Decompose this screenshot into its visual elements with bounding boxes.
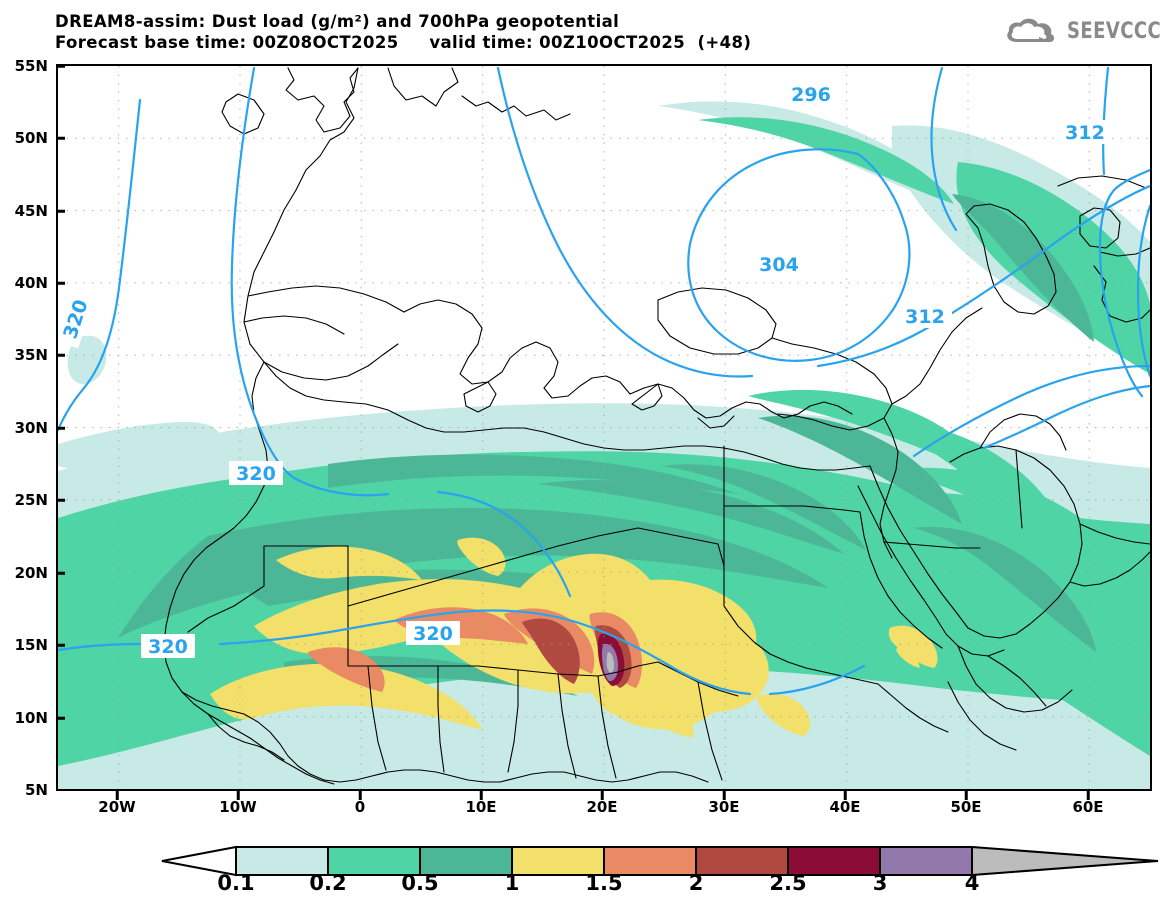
x-tick-label: 30E <box>708 798 740 816</box>
x-tick-label: 10E <box>465 798 497 816</box>
y-tick-mark <box>56 716 65 720</box>
logo-text: SEEVCCC <box>1067 19 1162 44</box>
x-tick-label: 0 <box>354 798 366 816</box>
chart-title-line1: DREAM8-assim: Dust load (g/m²) and 700hP… <box>55 12 620 31</box>
contour-label-304: 304 <box>752 252 806 276</box>
y-tick-label: 5N <box>25 781 48 799</box>
colorbar-band <box>695 846 789 876</box>
y-tick-mark <box>56 571 65 575</box>
x-tick-label: 10W <box>219 798 257 816</box>
y-tick-mark <box>56 136 65 140</box>
colorbar-tick-label: 1.5 <box>585 871 623 895</box>
y-tick-mark <box>56 281 65 285</box>
colorbar-tick-label: 0.2 <box>309 871 347 895</box>
x-tick-mark <box>722 791 726 800</box>
y-tick-label: 45N <box>14 202 48 220</box>
y-tick-label: 55N <box>14 57 48 75</box>
y-tick-label: 35N <box>14 346 48 364</box>
x-tick-label: 40E <box>829 798 861 816</box>
svg-text:296: 296 <box>791 84 831 106</box>
colorbar-tick-label: 0.5 <box>401 871 439 895</box>
x-tick-mark <box>600 791 604 800</box>
contour-label-320-niger: 320 <box>406 621 460 645</box>
cloud-icon <box>1007 18 1055 43</box>
colorbar-tick-label: 4 <box>964 871 980 895</box>
contour-label-312-caspian: 312 <box>1058 120 1112 144</box>
colorbar-tick-label: 3 <box>872 871 888 895</box>
colorbar-band <box>879 846 973 876</box>
y-tick-label: 40N <box>14 274 48 292</box>
svg-text:320: 320 <box>236 463 276 485</box>
svg-text:312: 312 <box>905 306 945 328</box>
colorbar-band <box>787 846 881 876</box>
colorbar-band <box>511 846 605 876</box>
x-tick-mark <box>1086 791 1090 800</box>
y-tick-mark <box>56 209 65 213</box>
colorbar-tick-label: 2 <box>688 871 704 895</box>
geopotential-contours <box>58 66 1150 696</box>
y-tick-label: 10N <box>14 709 48 727</box>
svg-text:320: 320 <box>59 297 92 342</box>
x-tick-mark <box>236 791 240 800</box>
y-tick-mark <box>56 498 65 502</box>
map-svg: 296 304 312 312 320 <box>58 66 1150 789</box>
y-tick-label: 50N <box>14 129 48 147</box>
coastlines-and-borders <box>163 67 1150 785</box>
colorbar-over-arrow <box>971 845 1159 877</box>
colorbar-band <box>603 846 697 876</box>
x-tick-mark <box>358 791 362 800</box>
y-tick-label: 20N <box>14 564 48 582</box>
x-tick-label: 50E <box>950 798 982 816</box>
chart-header: DREAM8-assim: Dust load (g/m²) and 700hP… <box>0 0 1165 60</box>
colorbar-swatches <box>161 845 1159 877</box>
seevccc-logo: SEEVCCC <box>1003 16 1162 50</box>
svg-text:304: 304 <box>759 254 799 276</box>
x-tick-label: 20E <box>586 798 618 816</box>
svg-text:320: 320 <box>413 623 453 645</box>
svg-text:312: 312 <box>1065 122 1105 144</box>
contour-label-320-atlantic: 320 <box>58 289 95 349</box>
contour-label-320-senegal: 320 <box>141 634 195 658</box>
contour-label-296: 296 <box>784 82 838 106</box>
x-tick-mark <box>115 791 119 800</box>
y-tick-label: 15N <box>14 636 48 654</box>
contour-labels: 296 304 312 312 320 <box>58 82 1112 658</box>
y-tick-label: 30N <box>14 419 48 437</box>
x-tick-mark <box>964 791 968 800</box>
contour-label-312-turkey: 312 <box>898 304 952 328</box>
colorbar-tick-label: 0.1 <box>217 871 255 895</box>
y-tick-mark <box>56 64 65 68</box>
chart-title-line2: Forecast base time: 00Z08OCT2025 valid t… <box>55 33 752 52</box>
y-tick-mark <box>56 643 65 647</box>
contour-label-320-mauritania: 320 <box>229 461 283 485</box>
y-tick-mark <box>56 426 65 430</box>
colorbar-tick-label: 2.5 <box>769 871 807 895</box>
colorbar: 0.1 0.2 0.5 1 1.5 2 2.5 3 4 <box>150 845 1165 905</box>
colorbar-band <box>327 846 421 876</box>
x-tick-mark <box>843 791 847 800</box>
x-tick-label: 60E <box>1072 798 1104 816</box>
colorbar-tick-label: 1 <box>504 871 520 895</box>
map-plot-area: 296 304 312 312 320 <box>56 64 1152 791</box>
x-tick-mark <box>479 791 483 800</box>
y-tick-mark <box>56 353 65 357</box>
x-tick-label: 20W <box>98 798 136 816</box>
svg-text:320: 320 <box>148 636 188 658</box>
y-tick-label: 25N <box>14 491 48 509</box>
